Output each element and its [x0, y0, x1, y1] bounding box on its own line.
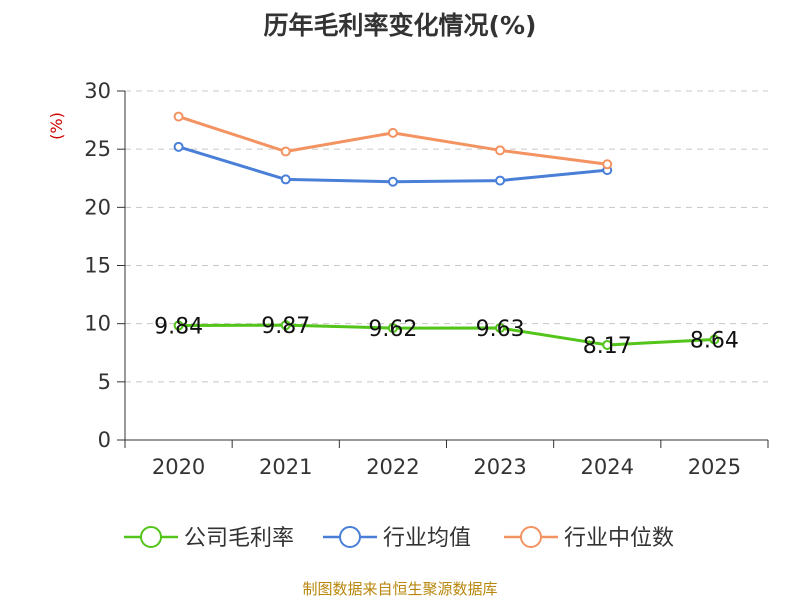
x-tick-label: 2023 [473, 455, 526, 479]
series-line-0 [178, 323, 715, 347]
y-tick-label: 5 [98, 370, 111, 394]
data-label: 9.62 [368, 317, 417, 342]
y-tick-label: 30 [84, 79, 111, 103]
data-point [387, 323, 398, 334]
data-point [495, 145, 506, 156]
y-tick-label: 0 [98, 428, 111, 452]
series-line-2 [178, 115, 608, 166]
series-line-1 [178, 145, 608, 184]
data-point [173, 320, 184, 331]
x-tick-label: 2021 [259, 455, 312, 479]
y-tick-label: 20 [84, 195, 111, 219]
data-point [387, 127, 398, 138]
data-point [280, 320, 291, 331]
y-axis-label: (%) [47, 112, 66, 140]
data-point [280, 146, 291, 157]
x-tick-label: 2025 [688, 455, 741, 479]
data-point [173, 141, 184, 152]
data-source-note: 制图数据来自恒生聚源数据库 [302, 580, 498, 598]
legend-marker [339, 526, 361, 548]
data-point [709, 334, 720, 345]
legend-marker [520, 526, 542, 548]
y-tick-label: 10 [84, 312, 111, 336]
data-label: 9.84 [154, 315, 203, 340]
data-label: 8.64 [690, 328, 739, 353]
y-tick-label: 15 [84, 254, 111, 278]
data-point [280, 174, 291, 185]
data-point [387, 176, 398, 187]
data-point [495, 322, 506, 333]
legend-label: 行业中位数 [564, 526, 674, 551]
data-point [495, 175, 506, 186]
x-tick-label: 2024 [581, 455, 634, 479]
y-tick-label: 25 [84, 137, 111, 161]
data-label: 9.63 [476, 317, 525, 342]
data-point [173, 111, 184, 122]
chart-title: 历年毛利率变化情况(%) [263, 11, 537, 40]
legend-label: 公司毛利率 [184, 526, 294, 551]
legend-marker [140, 526, 162, 548]
data-label: 8.17 [583, 334, 632, 359]
x-tick-label: 2022 [366, 455, 419, 479]
data-point [602, 159, 613, 170]
legend-label: 行业均值 [383, 526, 471, 551]
data-label: 9.87 [261, 314, 310, 339]
x-tick-label: 2020 [152, 455, 205, 479]
data-point [602, 339, 613, 350]
